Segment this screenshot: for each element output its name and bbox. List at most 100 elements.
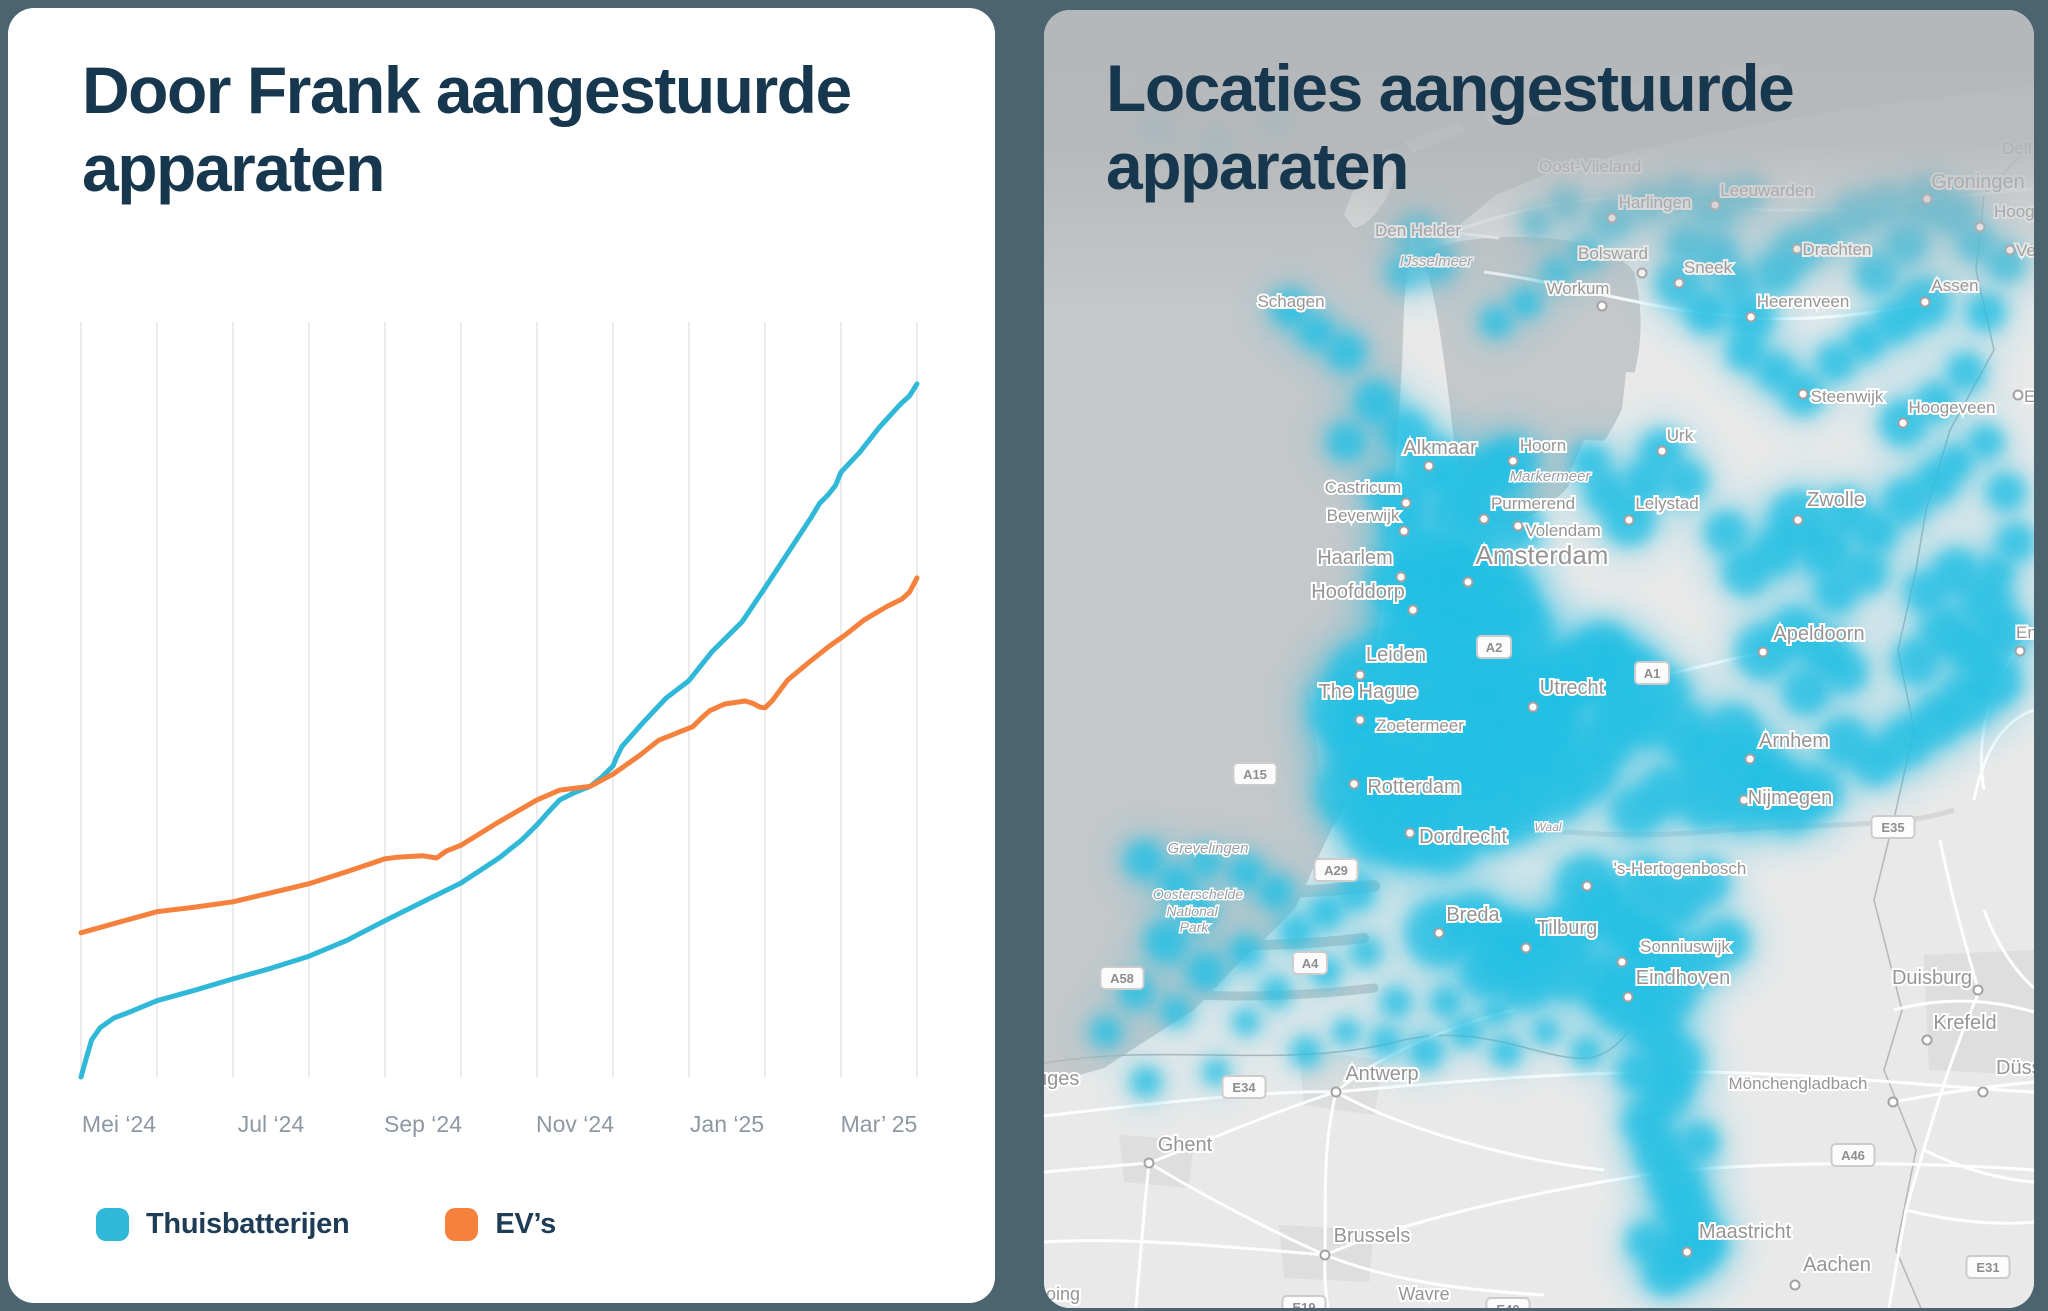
city-dot [1398,525,1410,537]
heat-blob [1814,570,1858,614]
estuary [1075,925,1369,950]
road-badge-label: E35 [1881,820,1904,835]
chart-series-lines [78,381,920,1080]
heat-blob [1938,444,1974,480]
heat-blob [1570,1036,1602,1068]
heat-blob [1258,874,1294,910]
city-dot [1622,991,1634,1003]
map-label: Rotterdam [1367,776,1460,798]
heat-blob [1726,332,1766,372]
map-label: Wavre [1398,1284,1449,1304]
map-label: Tilburg [1537,917,1597,939]
x-axis-label: Nov ‘24 [536,1111,614,1137]
heat-blob [1978,554,2014,590]
heat-blob [1570,442,1610,482]
road-badge-label: E31 [1976,1260,1999,1275]
heat-blob [1946,352,1986,392]
heat-blob [1986,472,2026,512]
evs-swatch-icon [445,1208,479,1241]
city-dot [1527,701,1539,713]
map-label: Alkmaar [1403,437,1477,459]
heat-blob [1370,1026,1402,1058]
city-dot [1143,1157,1155,1169]
heat-blob [1382,408,1430,456]
heat-blob [1790,766,1842,818]
city-dot [1887,1096,1899,1108]
city-dot [1462,576,1474,588]
chart-x-axis-labels: Mei ‘24 Jul ‘24 Sep ‘24 Nov ‘24 Jan ‘25 Mar’ … [82,1111,917,1137]
map-label: Volendam [1525,521,1601,540]
map-label: Beverwijk [1327,506,1400,525]
map-label: Enschede [2016,623,2034,642]
heat-blob [1460,946,1512,998]
map-label: Ghent [1158,1134,1213,1156]
x-axis-label: Jul ‘24 [238,1111,305,1137]
heat-blob [1430,486,1482,538]
heat-blob [1326,422,1366,462]
city-dot [1757,646,1769,658]
heat-blob [1350,936,1382,968]
city-dot [1616,956,1628,968]
map-label: Duisburg [1892,967,1972,989]
heat-blob [1482,998,1510,1026]
heat-blob [1232,1008,1260,1036]
map-label: Dordrecht [1419,826,1507,848]
road-badge-label: A58 [1110,971,1134,986]
road-badge [1634,661,1670,685]
heat-blob [1682,858,1730,906]
road-badge [1221,1075,1267,1099]
heat-blob [1380,986,1412,1018]
map-label: Aachen [1803,1254,1871,1276]
road-badge-label: A29 [1324,863,1348,878]
heat-blob [1186,952,1226,992]
city-dot [1972,984,1984,996]
chart-title: Door Frank aangestuurde apparaten [82,53,852,205]
map-label: Hoorn [1520,436,1566,455]
map-label: National [1166,903,1218,919]
top-fade-overlay [1044,10,2034,310]
heat-blob [1480,306,1512,338]
city-dot [1789,1279,1801,1291]
road-badge [1292,951,1328,975]
heat-blob [1684,1220,1728,1264]
city-dot [1797,388,1809,400]
map-label: Lelystad [1635,494,1698,513]
legend-item-thuisbatterijen: Thuisbatterijen [96,1208,350,1241]
map-label: Purmerend [1491,494,1575,513]
city-dot [1507,455,1519,467]
map-label: Markermeer [1510,468,1592,485]
legend-label: Thuisbatterijen [146,1208,350,1240]
heat-blob [1616,1052,1656,1092]
map-label: Park [1180,919,1210,935]
map-label: Zoetermeer [1376,716,1464,735]
heat-blob [1680,1122,1720,1162]
heat-blob [1532,1018,1560,1046]
map-label: Mönchengladbach [1729,1074,1868,1093]
map-title: Locaties aangestuurde apparaten [1106,51,1795,203]
heat-blob [1892,638,1940,686]
city-dot [1520,942,1532,954]
city-dot [1330,1086,1342,1098]
heat-blob [1626,1222,1666,1262]
city-dot [1656,445,1668,457]
map-label: Hoofddorp [1311,581,1404,603]
map-label: Nijmegen [1748,787,1832,809]
chart-card: Door Frank aangestuurde apparaten Mei ‘2… [8,8,995,1303]
heat-blob [1824,650,1868,694]
map-label: Krefeld [1933,1012,1996,1034]
city-dot [1897,417,1909,429]
map-label: Haarlem [1317,547,1393,569]
city-dot [1395,571,1407,583]
heat-blob [1332,1018,1360,1046]
road-badge-label: A2 [1486,640,1503,655]
city-dot [1744,753,1756,765]
road-badge [1099,966,1145,990]
road-badge-label: E34 [1232,1080,1256,1095]
city-dot [1745,311,1757,323]
heat-blob [1610,786,1662,838]
map-label: Antwerp [1345,1063,1418,1085]
legend-item-evs: EV’s [445,1208,556,1241]
map-label: Apeldoorn [1773,623,1864,645]
heat-blob [1364,470,1408,514]
